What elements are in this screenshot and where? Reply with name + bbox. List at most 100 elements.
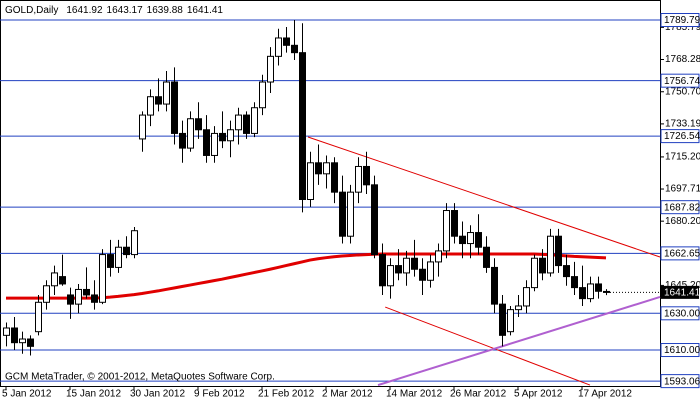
candle-body — [339, 191, 346, 237]
x-tick-label: 30 Jan 2012 — [130, 389, 185, 400]
candle-body — [43, 285, 50, 303]
candle-body — [267, 55, 274, 83]
current-price-label: 1641.41 — [664, 288, 700, 299]
candle-body — [539, 257, 546, 274]
y-tick-label: 1785.79 — [665, 22, 700, 33]
candle-body — [123, 246, 130, 256]
candle-body — [427, 261, 434, 281]
candle-body — [67, 294, 74, 305]
candle-body — [515, 305, 522, 311]
x-tick-label: 9 Feb 2012 — [194, 389, 245, 400]
candle-body — [563, 265, 570, 278]
level-label-box — [660, 343, 700, 358]
candle-body — [299, 52, 306, 201]
candle-body — [139, 114, 146, 140]
candle-body — [531, 257, 538, 289]
candle-body — [171, 81, 178, 134]
close-value: 1641.41 — [187, 5, 224, 16]
x-tick-label: 15 Jan 2012 — [66, 389, 121, 400]
candle-body — [195, 118, 202, 131]
y-tick-label: 1750.70 — [665, 86, 700, 97]
level-label-box — [660, 306, 700, 321]
candle-body — [403, 257, 410, 274]
symbol: GOLD,Daily — [5, 5, 58, 16]
candle-body — [587, 283, 594, 300]
candle-body — [571, 276, 578, 289]
y-tick-label: 1697.71 — [665, 184, 700, 195]
candle-body — [147, 96, 154, 116]
x-tick-label: 26 Mar 2012 — [450, 389, 507, 400]
candle-body — [203, 129, 210, 156]
candle-body — [275, 37, 282, 57]
candle-body — [411, 257, 418, 270]
candle-body — [131, 230, 138, 256]
level-label-box — [660, 374, 700, 389]
level-label-box — [660, 73, 700, 88]
level-label: 1756.74 — [664, 76, 700, 87]
current-price-box — [661, 285, 699, 299]
candle-body — [523, 287, 530, 307]
candle-body — [603, 290, 610, 293]
y-tick-label: 1733.19 — [665, 119, 700, 130]
candle-body — [227, 129, 234, 142]
level-label: 1610.00 — [664, 345, 700, 356]
candle-body — [235, 114, 242, 131]
candle-body — [51, 272, 58, 287]
candle-body — [451, 210, 458, 237]
candle-body — [387, 265, 394, 287]
candle-body — [99, 254, 106, 303]
candle-body — [483, 246, 490, 268]
candle-body — [3, 327, 10, 336]
candle-body — [35, 301, 42, 333]
candle-body — [259, 81, 266, 109]
level-label: 1687.82 — [664, 202, 700, 213]
x-tick-label: 21 Feb 2012 — [258, 389, 315, 400]
candle-body — [27, 338, 34, 347]
candle-body — [59, 276, 66, 285]
candle-body — [347, 191, 354, 237]
candle-body — [251, 107, 258, 134]
candle-body — [395, 265, 402, 274]
candle-body — [363, 165, 370, 186]
y-tick-label: 1645.20 — [665, 280, 700, 291]
candle-body — [211, 132, 218, 156]
level-label-box — [660, 246, 700, 261]
candle-body — [115, 246, 122, 268]
candle-body — [459, 235, 466, 245]
candle-body — [83, 288, 90, 296]
candle-body — [595, 283, 602, 292]
x-tick-label: 17 Apr 2012 — [578, 389, 632, 400]
y-tick-label: 1715.20 — [665, 152, 700, 163]
candle-body — [379, 254, 386, 287]
trendline — [385, 306, 591, 386]
candle-body — [443, 210, 450, 252]
candle-body — [579, 287, 586, 300]
candle-body — [155, 96, 162, 105]
candle-body — [315, 162, 322, 175]
candle-body — [11, 327, 18, 344]
candle-body — [91, 294, 98, 303]
candle-body — [187, 118, 194, 149]
candle-body — [435, 250, 442, 263]
level-label: 1630.00 — [664, 308, 700, 319]
candle-body — [371, 184, 378, 256]
x-tick-label: 5 Apr 2012 — [514, 389, 563, 400]
x-tick-label: 14 Mar 2012 — [386, 389, 443, 400]
plot-frame — [0, 0, 661, 387]
candle-body — [547, 235, 554, 274]
level-label-box — [660, 13, 700, 28]
candle-body — [419, 268, 426, 281]
candle-body — [19, 338, 26, 344]
candle-body — [243, 114, 250, 134]
trendline — [377, 296, 661, 387]
low-value: 1639.88 — [147, 5, 184, 16]
header: GOLD,Daily 1641.92 1643.17 1639.88 1641.41 — [5, 5, 223, 16]
level-label: 1662.65 — [664, 249, 700, 260]
level-label: 1726.54 — [664, 131, 700, 142]
candle-body — [475, 232, 482, 248]
candle-body — [555, 235, 562, 267]
level-label: 1593.06 — [664, 376, 700, 387]
candle-body — [163, 81, 170, 105]
candle-body — [283, 37, 290, 46]
candle-body — [331, 162, 338, 193]
